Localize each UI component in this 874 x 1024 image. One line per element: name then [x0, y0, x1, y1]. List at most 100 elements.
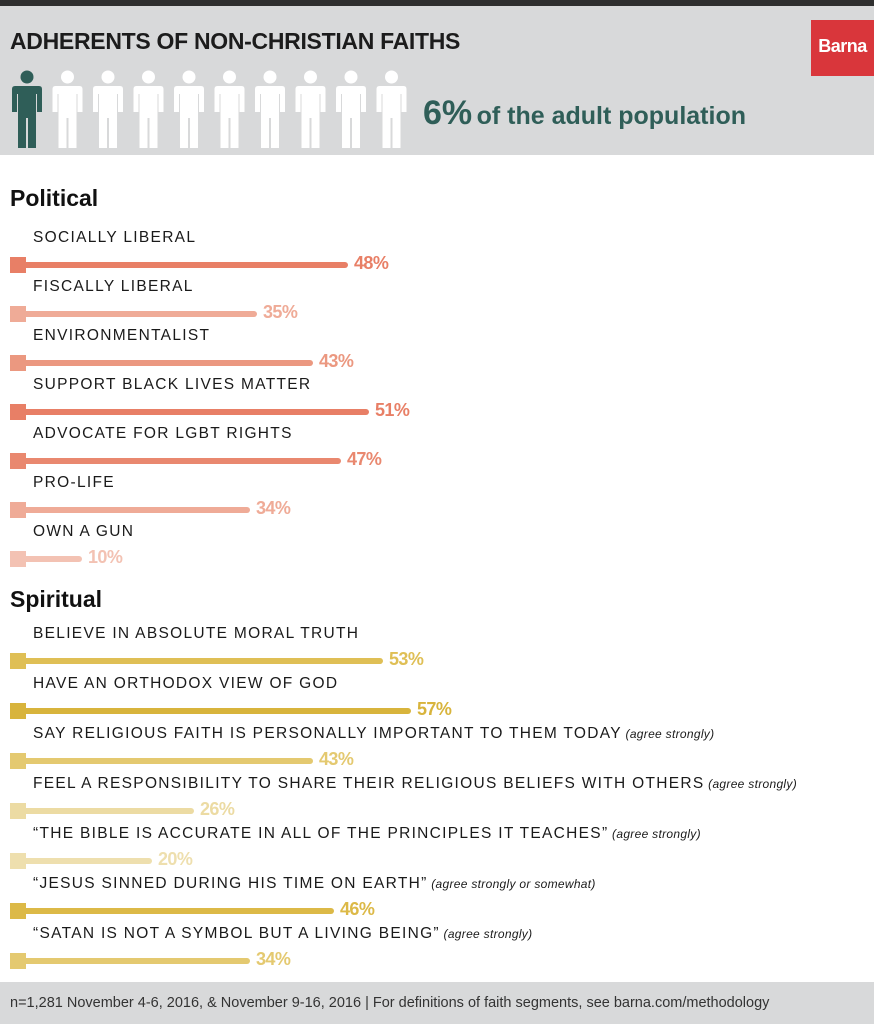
bar-track: 10%	[0, 539, 874, 573]
bar-label-text: ENVIRONMENTALIST	[33, 327, 211, 344]
top-rule	[0, 0, 874, 6]
section-spiritual: Spiritual	[10, 586, 103, 612]
bar	[12, 311, 257, 317]
bar-label-text: SUPPORT BLACK LIVES MATTER	[33, 376, 312, 393]
bar-label: PRO-LIFE	[33, 474, 115, 492]
bar-label-text: “SATAN IS NOT A SYMBOL BUT A LIVING BEIN…	[33, 925, 440, 942]
person-icon	[133, 70, 164, 148]
population-stat: 6% of the adult population	[423, 94, 746, 133]
stat-text: of the adult population	[476, 102, 746, 130]
bar-value-label: 57%	[417, 699, 452, 719]
bar-label: SUPPORT BLACK LIVES MATTER	[33, 376, 311, 394]
bar-track: 46%	[0, 891, 874, 925]
bar-label-note: (agree strongly)	[608, 827, 701, 841]
page-title: ADHERENTS OF NON-CHRISTIAN FAITHS	[10, 28, 461, 54]
header-banner: ADHERENTS OF NON-CHRISTIAN FAITHS Barna …	[0, 6, 874, 155]
bar-track: 26%	[0, 791, 874, 825]
bar-value-label: 48%	[354, 253, 389, 273]
bar-label: FEEL A RESPONSIBILITY TO SHARE THEIR REL…	[33, 775, 797, 793]
bar-label: SAY RELIGIOUS FAITH IS PERSONALLY IMPORT…	[33, 725, 714, 743]
bar-label-note: (agree strongly or somewhat)	[427, 877, 596, 891]
barna-logo: Barna	[811, 20, 874, 76]
bar-row: “THE BIBLE IS ACCURATE IN ALL OF THE PRI…	[0, 825, 874, 875]
bar-label: “SATAN IS NOT A SYMBOL BUT A LIVING BEIN…	[33, 925, 532, 943]
bar	[12, 360, 313, 366]
bar-label: “JESUS SINNED DURING HIS TIME ON EARTH” …	[33, 875, 596, 893]
bar-value-label: 10%	[88, 547, 123, 567]
logo-text: Barna	[818, 36, 867, 56]
bar-label: ADVOCATE FOR LGBT RIGHTS	[33, 425, 293, 443]
bar-row: FEEL A RESPONSIBILITY TO SHARE THEIR REL…	[0, 775, 874, 825]
bar	[12, 458, 341, 464]
person-icon	[214, 70, 245, 148]
bar-label-text: FISCALLY LIBERAL	[33, 278, 194, 295]
bar-track: 34%	[0, 941, 874, 975]
bar-label: HAVE AN ORTHODOX VIEW OF GOD	[33, 675, 338, 693]
person-icon	[93, 70, 123, 148]
bar	[12, 658, 383, 664]
bar-value-label: 34%	[256, 949, 291, 969]
bar-track: 53%	[0, 641, 874, 675]
bar-label: ENVIRONMENTALIST	[33, 327, 210, 345]
bar-label: OWN A GUN	[33, 523, 134, 541]
people-icons	[12, 70, 407, 148]
bar-label: SOCIALLY LIBERAL	[33, 229, 196, 247]
bar-row: SAY RELIGIOUS FAITH IS PERSONALLY IMPORT…	[0, 725, 874, 775]
bar-track: 43%	[0, 741, 874, 775]
bar-label-text: OWN A GUN	[33, 523, 135, 540]
bar-row: PRO-LIFE 34%	[0, 474, 874, 524]
person-icon	[255, 70, 285, 148]
bar-value-label: 47%	[347, 449, 382, 469]
bar-track: 35%	[0, 294, 874, 328]
footnote: n=1,281 November 4-6, 2016, & November 9…	[10, 995, 770, 1011]
bar-value-label: 35%	[263, 302, 298, 322]
person-icon	[336, 70, 366, 148]
bar-value-label: 20%	[158, 849, 193, 869]
bar	[12, 858, 152, 864]
bar-row: OWN A GUN 10%	[0, 523, 874, 573]
footer: n=1,281 November 4-6, 2016, & November 9…	[0, 982, 874, 1024]
bar-label-text: FEEL A RESPONSIBILITY TO SHARE THEIR REL…	[33, 775, 705, 792]
bar	[12, 908, 334, 914]
person-icon	[295, 70, 326, 148]
bar-row: “JESUS SINNED DURING HIS TIME ON EARTH” …	[0, 875, 874, 925]
bar-label-text: SAY RELIGIOUS FAITH IS PERSONALLY IMPORT…	[33, 725, 622, 742]
bar-label-text: PRO-LIFE	[33, 474, 115, 491]
bar-label-text: “THE BIBLE IS ACCURATE IN ALL OF THE PRI…	[33, 825, 609, 842]
bar-row: FISCALLY LIBERAL 35%	[0, 278, 874, 328]
bar-track: 20%	[0, 841, 874, 875]
bar	[12, 958, 250, 964]
bar-value-label: 51%	[375, 400, 410, 420]
bar-value-label: 34%	[256, 498, 291, 518]
bar-track: 47%	[0, 441, 874, 475]
bar-label-note: (agree strongly)	[704, 777, 797, 791]
bar-label-note: (agree strongly)	[439, 927, 533, 941]
bar	[12, 758, 313, 764]
person-icon	[376, 70, 407, 148]
bar-row: HAVE AN ORTHODOX VIEW OF GOD 57%	[0, 675, 874, 725]
person-icon	[52, 70, 83, 148]
bar-row: ADVOCATE FOR LGBT RIGHTS 47%	[0, 425, 874, 475]
bar-track: 34%	[0, 490, 874, 524]
bar-label-note: (agree strongly)	[621, 727, 715, 741]
bar-row: SUPPORT BLACK LIVES MATTER 51%	[0, 376, 874, 426]
bar-value-label: 53%	[389, 649, 424, 669]
bar-track: 43%	[0, 343, 874, 377]
bar-value-label: 43%	[319, 749, 354, 769]
bar	[12, 262, 348, 268]
bar	[12, 507, 250, 513]
bar-track: 48%	[0, 245, 874, 279]
bar-value-label: 46%	[340, 899, 375, 919]
bar-track: 57%	[0, 691, 874, 725]
bar-label: FISCALLY LIBERAL	[33, 278, 194, 296]
bar	[12, 708, 411, 714]
bar-label-text: BELIEVE IN ABSOLUTE MORAL TRUTH	[33, 625, 360, 642]
bar-track: 51%	[0, 392, 874, 426]
bar-value-label: 43%	[319, 351, 354, 371]
bar-row: SOCIALLY LIBERAL 48%	[0, 229, 874, 279]
bar-label-text: HAVE AN ORTHODOX VIEW OF GOD	[33, 675, 339, 692]
bar-label-text: SOCIALLY LIBERAL	[33, 229, 197, 246]
bar	[12, 409, 369, 415]
bar-label-text: ADVOCATE FOR LGBT RIGHTS	[33, 425, 293, 442]
bar-label: “THE BIBLE IS ACCURATE IN ALL OF THE PRI…	[33, 825, 701, 843]
